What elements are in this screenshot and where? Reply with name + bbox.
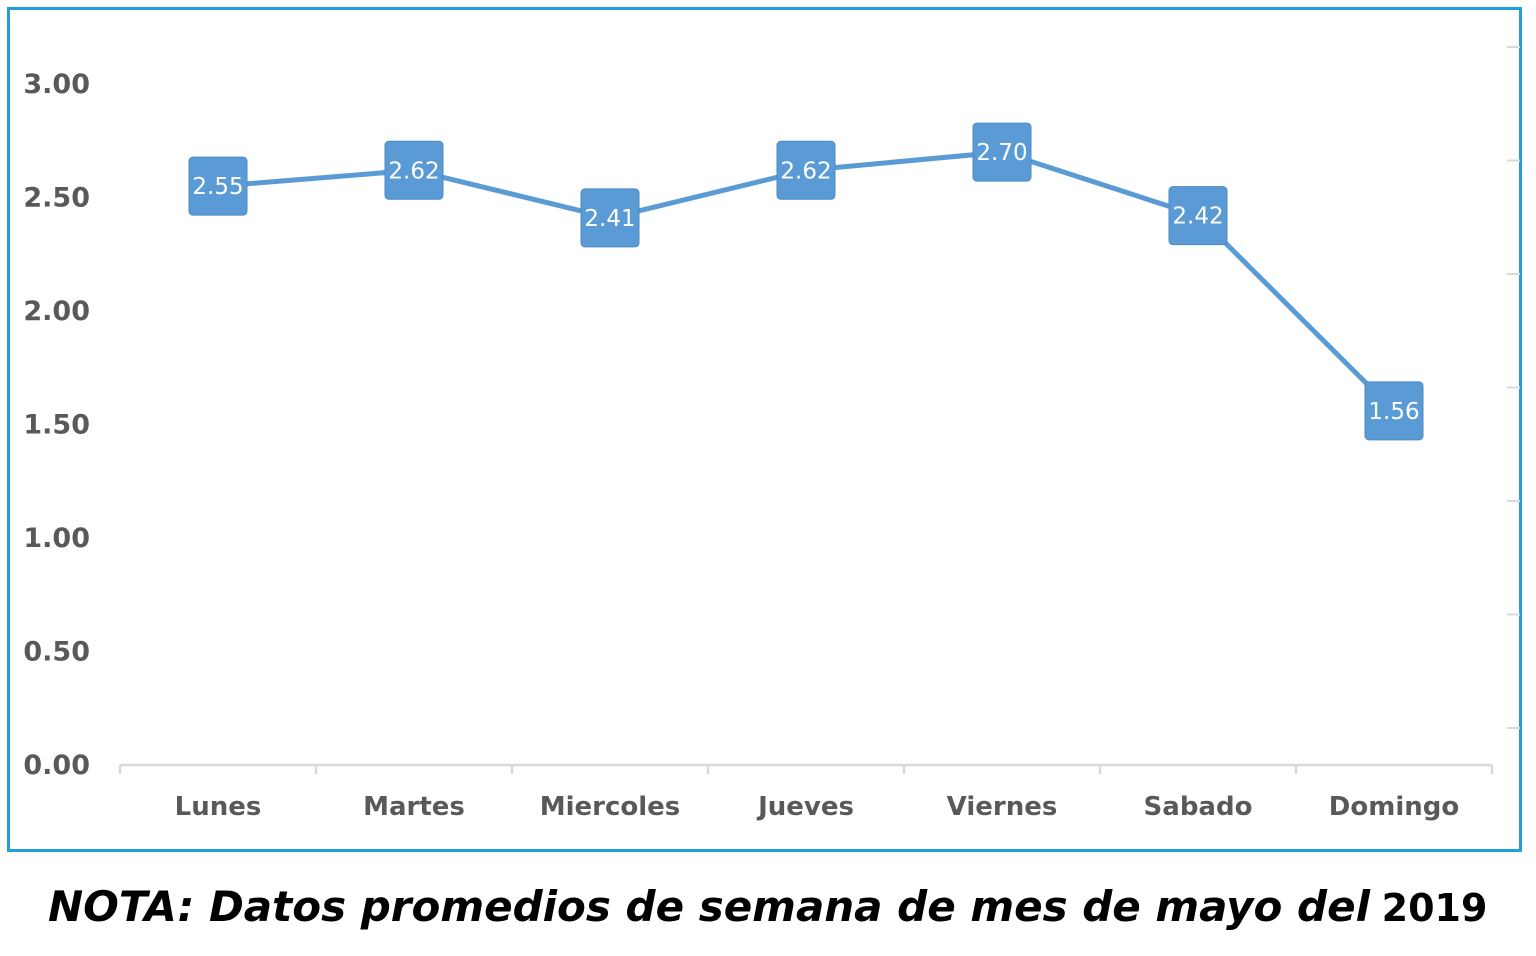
y-tick-label: 0.00: [23, 750, 90, 781]
y-tick-label: 3.00: [23, 69, 90, 100]
data-point-marker: [1168, 186, 1228, 246]
x-tick-label: Lunes: [175, 792, 262, 822]
x-tick-label: Sabado: [1144, 792, 1253, 822]
x-tick-label: Miercoles: [540, 792, 681, 822]
data-point-marker: [972, 122, 1032, 182]
x-tick-label: Martes: [363, 792, 465, 822]
line-chart: 0.00 0.50 1.00 1.50 2.00 2.50 3.00 Lunes Martes…: [23, 46, 1520, 822]
data-point-marker: [188, 156, 248, 216]
note-text: NOTA: Datos promedios de semana de mes d…: [48, 882, 1370, 931]
data-label: 2.62: [388, 158, 439, 184]
x-axis: Lunes Martes Miercoles Jueves Viernes Sabado D…: [118, 763, 1494, 822]
note-year: 2019: [1381, 886, 1488, 930]
y-tick-label: 1.00: [23, 523, 90, 554]
data-point-marker: [384, 140, 444, 200]
note-caption: NOTA: Datos promedios de semana de mes d…: [48, 882, 1487, 931]
x-tick-label: Jueves: [756, 792, 854, 822]
data-label: 2.70: [976, 140, 1027, 166]
y-tick-label: 2.50: [23, 183, 90, 214]
data-point-marker: [1364, 381, 1424, 441]
y-tick-label: 0.50: [23, 637, 90, 668]
data-label: 1.56: [1368, 399, 1419, 425]
y-axis: 0.00 0.50 1.00 1.50 2.00 2.50 3.00: [23, 46, 1520, 781]
series-line-group: 2.55 2.62 2.41 2.62 2.70 2.42 1.56: [188, 122, 1424, 441]
data-label: 2.55: [192, 174, 243, 200]
data-point-marker: [776, 140, 836, 200]
x-tick-label: Viernes: [947, 792, 1058, 822]
data-point-marker: [580, 188, 640, 248]
data-label: 2.62: [780, 158, 831, 184]
x-tick-label: Domingo: [1329, 792, 1459, 822]
chart-frame: [7, 7, 1522, 852]
data-label: 2.42: [1172, 204, 1223, 230]
data-label: 2.41: [584, 206, 635, 232]
y-tick-label: 1.50: [23, 410, 90, 441]
y-tick-label: 2.00: [23, 296, 90, 327]
